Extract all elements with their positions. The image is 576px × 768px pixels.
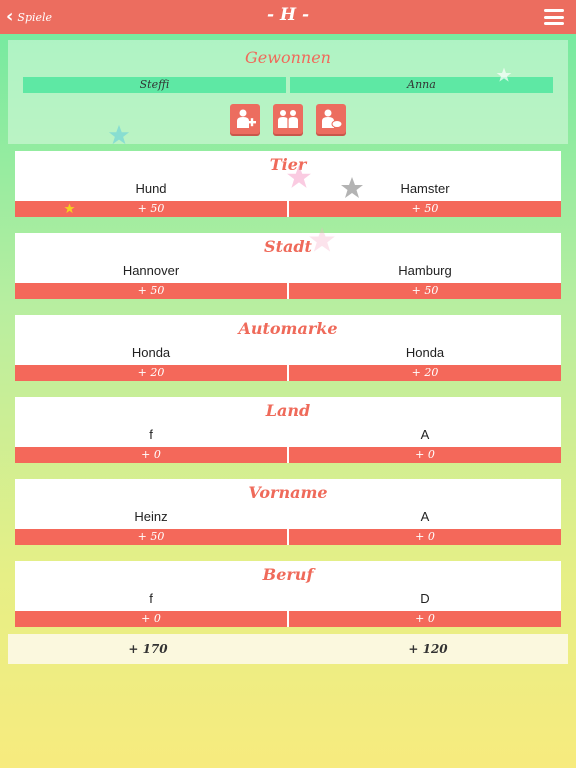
category-name: Tier [269, 155, 307, 174]
player-anna: Anna [290, 77, 553, 93]
category-name: Land [265, 401, 311, 420]
score-player-1[interactable]: + 50 [15, 283, 287, 299]
answer-player-1: Hund [135, 181, 167, 196]
score-player-2[interactable]: + 50 [289, 201, 561, 217]
add-player-icon [237, 109, 256, 128]
score-player-1[interactable]: + 50 [15, 529, 287, 545]
star-icon [64, 203, 75, 214]
score-player-1[interactable]: + 50 [15, 201, 287, 217]
star-icon [341, 177, 363, 198]
answer-player-1: Heinz [134, 509, 168, 524]
answer-player-2: A [420, 427, 430, 442]
answer-player-2: Honda [405, 345, 445, 360]
answer-player-2: Hamburg [398, 263, 452, 278]
star-icon [108, 124, 130, 145]
score-player-2[interactable]: + 20 [289, 365, 561, 381]
chevron-left-icon: ‹ [6, 6, 14, 27]
category-card-beruf: Beruf f D + 0 + 0 [15, 561, 561, 627]
add-player-button[interactable] [230, 104, 260, 134]
back-label: Spiele [17, 10, 53, 24]
star-icon [309, 227, 335, 252]
category-name: Stadt [264, 237, 312, 256]
player-steffi: Steffi [23, 77, 286, 93]
score-player-1[interactable]: + 0 [15, 447, 287, 463]
answer-player-1: f [149, 427, 153, 442]
score-player-1[interactable]: + 20 [15, 365, 287, 381]
two-players-icon [278, 110, 298, 128]
answer-player-1: Hannover [122, 263, 180, 278]
answer-player-1: f [149, 591, 153, 606]
answer-player-2: A [420, 509, 430, 524]
answer-player-2: Hamster [400, 181, 450, 196]
star-icon [287, 165, 311, 188]
answer-player-2: D [420, 591, 430, 606]
total-player-1: + 170 [128, 642, 168, 656]
category-card-land: Land f A + 0 + 0 [15, 397, 561, 463]
score-player-2[interactable]: + 50 [289, 283, 561, 299]
totals-bar: + 170 + 120 [8, 634, 568, 664]
category-card-tier: Tier Hund Hamster + 50 + 50 [15, 151, 561, 217]
back-button[interactable]: ‹ Spiele [6, 7, 52, 27]
player-chat-button[interactable] [316, 104, 346, 134]
score-player-2[interactable]: + 0 [289, 529, 561, 545]
category-name: Automarke [238, 319, 338, 338]
winner-title: Gewonnen [245, 48, 331, 67]
winner-card: Gewonnen Steffi Anna [8, 40, 568, 144]
score-player-2[interactable]: + 0 [289, 611, 561, 627]
answer-player-1: Honda [131, 345, 171, 360]
category-card-stadt: Stadt Hannover Hamburg + 50 + 50 [15, 233, 561, 299]
hamburger-menu-icon[interactable] [544, 9, 564, 25]
player-chat-icon [322, 109, 343, 128]
category-card-automarke: Automarke Honda Honda + 20 + 20 [15, 315, 561, 381]
page-title: - H - [266, 5, 309, 25]
category-name: Beruf [262, 565, 314, 584]
top-bar: ‹ Spiele - H - [0, 0, 576, 34]
category-card-vorname: Vorname Heinz A + 50 + 0 [15, 479, 561, 545]
star-icon [496, 67, 512, 82]
two-players-button[interactable] [273, 104, 303, 134]
total-player-2: + 120 [408, 642, 448, 656]
category-name: Vorname [248, 483, 328, 502]
score-player-1[interactable]: + 0 [15, 611, 287, 627]
score-player-2[interactable]: + 0 [289, 447, 561, 463]
